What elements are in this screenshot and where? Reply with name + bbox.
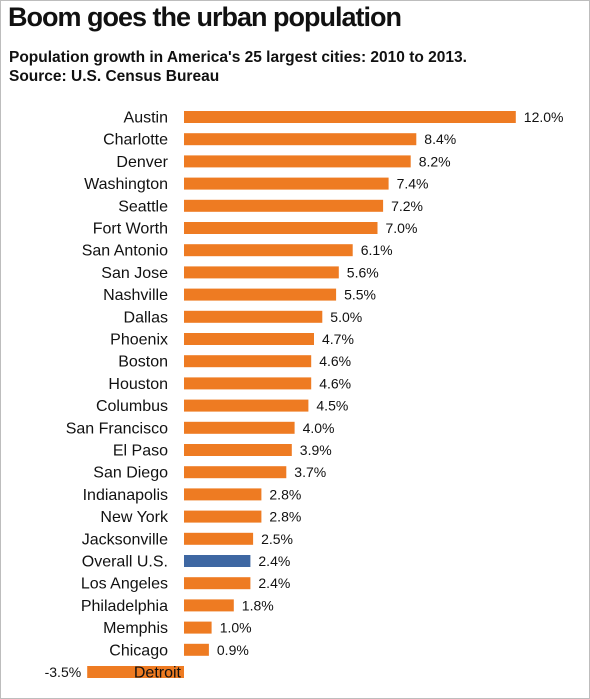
category-label-san-antonio: San Antonio xyxy=(82,243,168,260)
category-label-los-angeles: Los Angeles xyxy=(81,576,168,593)
chart-subtitle: Population growth in America's 25 larges… xyxy=(9,48,467,86)
category-label-san-jose: San Jose xyxy=(101,265,168,282)
bar-phoenix xyxy=(184,333,314,345)
category-label-indianapolis: Indianapolis xyxy=(83,487,168,504)
bar-boston xyxy=(184,355,312,368)
category-label-washington: Washington xyxy=(84,176,168,193)
value-label-los-angeles: 2.4% xyxy=(258,575,290,591)
value-label-detroit: -3.5% xyxy=(45,664,82,680)
category-label-boston: Boston xyxy=(118,354,168,371)
bar-indianapolis xyxy=(184,488,262,501)
bar-los-angeles xyxy=(184,577,251,590)
bar-charlotte xyxy=(184,133,417,146)
value-label-san-antonio: 6.1% xyxy=(361,242,393,258)
bar-memphis xyxy=(184,621,212,634)
value-label-seattle: 7.2% xyxy=(391,198,423,214)
bar-san-diego xyxy=(184,466,287,479)
value-label-jacksonville: 2.5% xyxy=(261,531,293,547)
value-label-memphis: 1.0% xyxy=(220,620,252,636)
value-label-overall-u-s: 2.4% xyxy=(258,553,290,569)
category-label-overall-u-s: Overall U.S. xyxy=(82,554,168,571)
value-label-fort-worth: 7.0% xyxy=(386,220,418,236)
bar-fort-worth xyxy=(184,222,378,234)
category-label-san-francisco: San Francisco xyxy=(66,420,168,437)
value-label-chicago: 0.9% xyxy=(217,642,249,658)
chart-title: Boom goes the urban population xyxy=(8,2,402,32)
value-label-indianapolis: 2.8% xyxy=(269,486,301,502)
value-label-el-paso: 3.9% xyxy=(300,442,332,458)
bar-seattle xyxy=(184,199,384,212)
bar-el-paso xyxy=(184,444,292,456)
value-label-san-diego: 3.7% xyxy=(294,464,326,480)
category-label-seattle: Seattle xyxy=(118,198,168,215)
value-label-austin: 12.0% xyxy=(524,109,564,125)
value-label-columbus: 4.5% xyxy=(316,398,348,414)
bar-new-york xyxy=(184,510,262,523)
category-label-charlotte: Charlotte xyxy=(103,132,168,149)
bar-detroit xyxy=(87,666,184,678)
category-label-philadelphia: Philadelphia xyxy=(81,598,168,615)
category-label-chicago: Chicago xyxy=(109,642,168,659)
bar-washington xyxy=(184,177,389,190)
bar-chicago xyxy=(184,643,209,656)
value-label-philadelphia: 1.8% xyxy=(242,597,274,613)
category-label-jacksonville: Jacksonville xyxy=(82,531,168,548)
bar-columbus xyxy=(184,399,309,412)
bar-dallas xyxy=(184,310,323,323)
bar-san-francisco xyxy=(184,421,295,434)
value-label-charlotte: 8.4% xyxy=(424,131,456,147)
value-label-san-francisco: 4.0% xyxy=(303,420,335,436)
value-label-dallas: 5.0% xyxy=(330,309,362,325)
category-label-columbus: Columbus xyxy=(96,398,168,415)
category-label-denver: Denver xyxy=(116,154,168,171)
category-label-san-diego: San Diego xyxy=(93,465,168,482)
category-label-memphis: Memphis xyxy=(103,620,168,637)
value-label-denver: 8.2% xyxy=(419,153,451,169)
category-label-fort-worth: Fort Worth xyxy=(93,221,168,238)
category-label-el-paso: El Paso xyxy=(113,443,168,460)
bar-overall-u-s xyxy=(184,555,251,567)
bar-austin xyxy=(184,111,516,123)
chart-source: Source: U.S. Census Bureau xyxy=(9,68,220,85)
category-label-phoenix: Phoenix xyxy=(110,332,168,349)
bar-san-jose xyxy=(184,266,339,279)
category-label-austin: Austin xyxy=(124,110,168,127)
category-label-dallas: Dallas xyxy=(124,309,168,326)
bar-philadelphia xyxy=(184,599,234,612)
bar-jacksonville xyxy=(184,532,254,545)
bar-nashville xyxy=(184,288,337,301)
value-label-phoenix: 4.7% xyxy=(322,331,354,347)
category-label-houston: Houston xyxy=(108,376,168,393)
bar-houston xyxy=(184,377,312,390)
bar-denver xyxy=(184,155,411,168)
category-label-nashville: Nashville xyxy=(103,287,168,304)
value-label-nashville: 5.5% xyxy=(344,287,376,303)
value-label-houston: 4.6% xyxy=(319,375,351,391)
value-label-new-york: 2.8% xyxy=(269,509,301,525)
bar-san-antonio xyxy=(184,244,353,257)
value-label-washington: 7.4% xyxy=(397,176,429,192)
chart-subtitle-text: Population growth in America's 25 larges… xyxy=(9,49,467,66)
category-label-detroit: Detroit xyxy=(134,665,182,682)
category-label-new-york: New York xyxy=(100,509,169,526)
value-label-boston: 4.6% xyxy=(319,353,351,369)
value-label-san-jose: 5.6% xyxy=(347,264,379,280)
